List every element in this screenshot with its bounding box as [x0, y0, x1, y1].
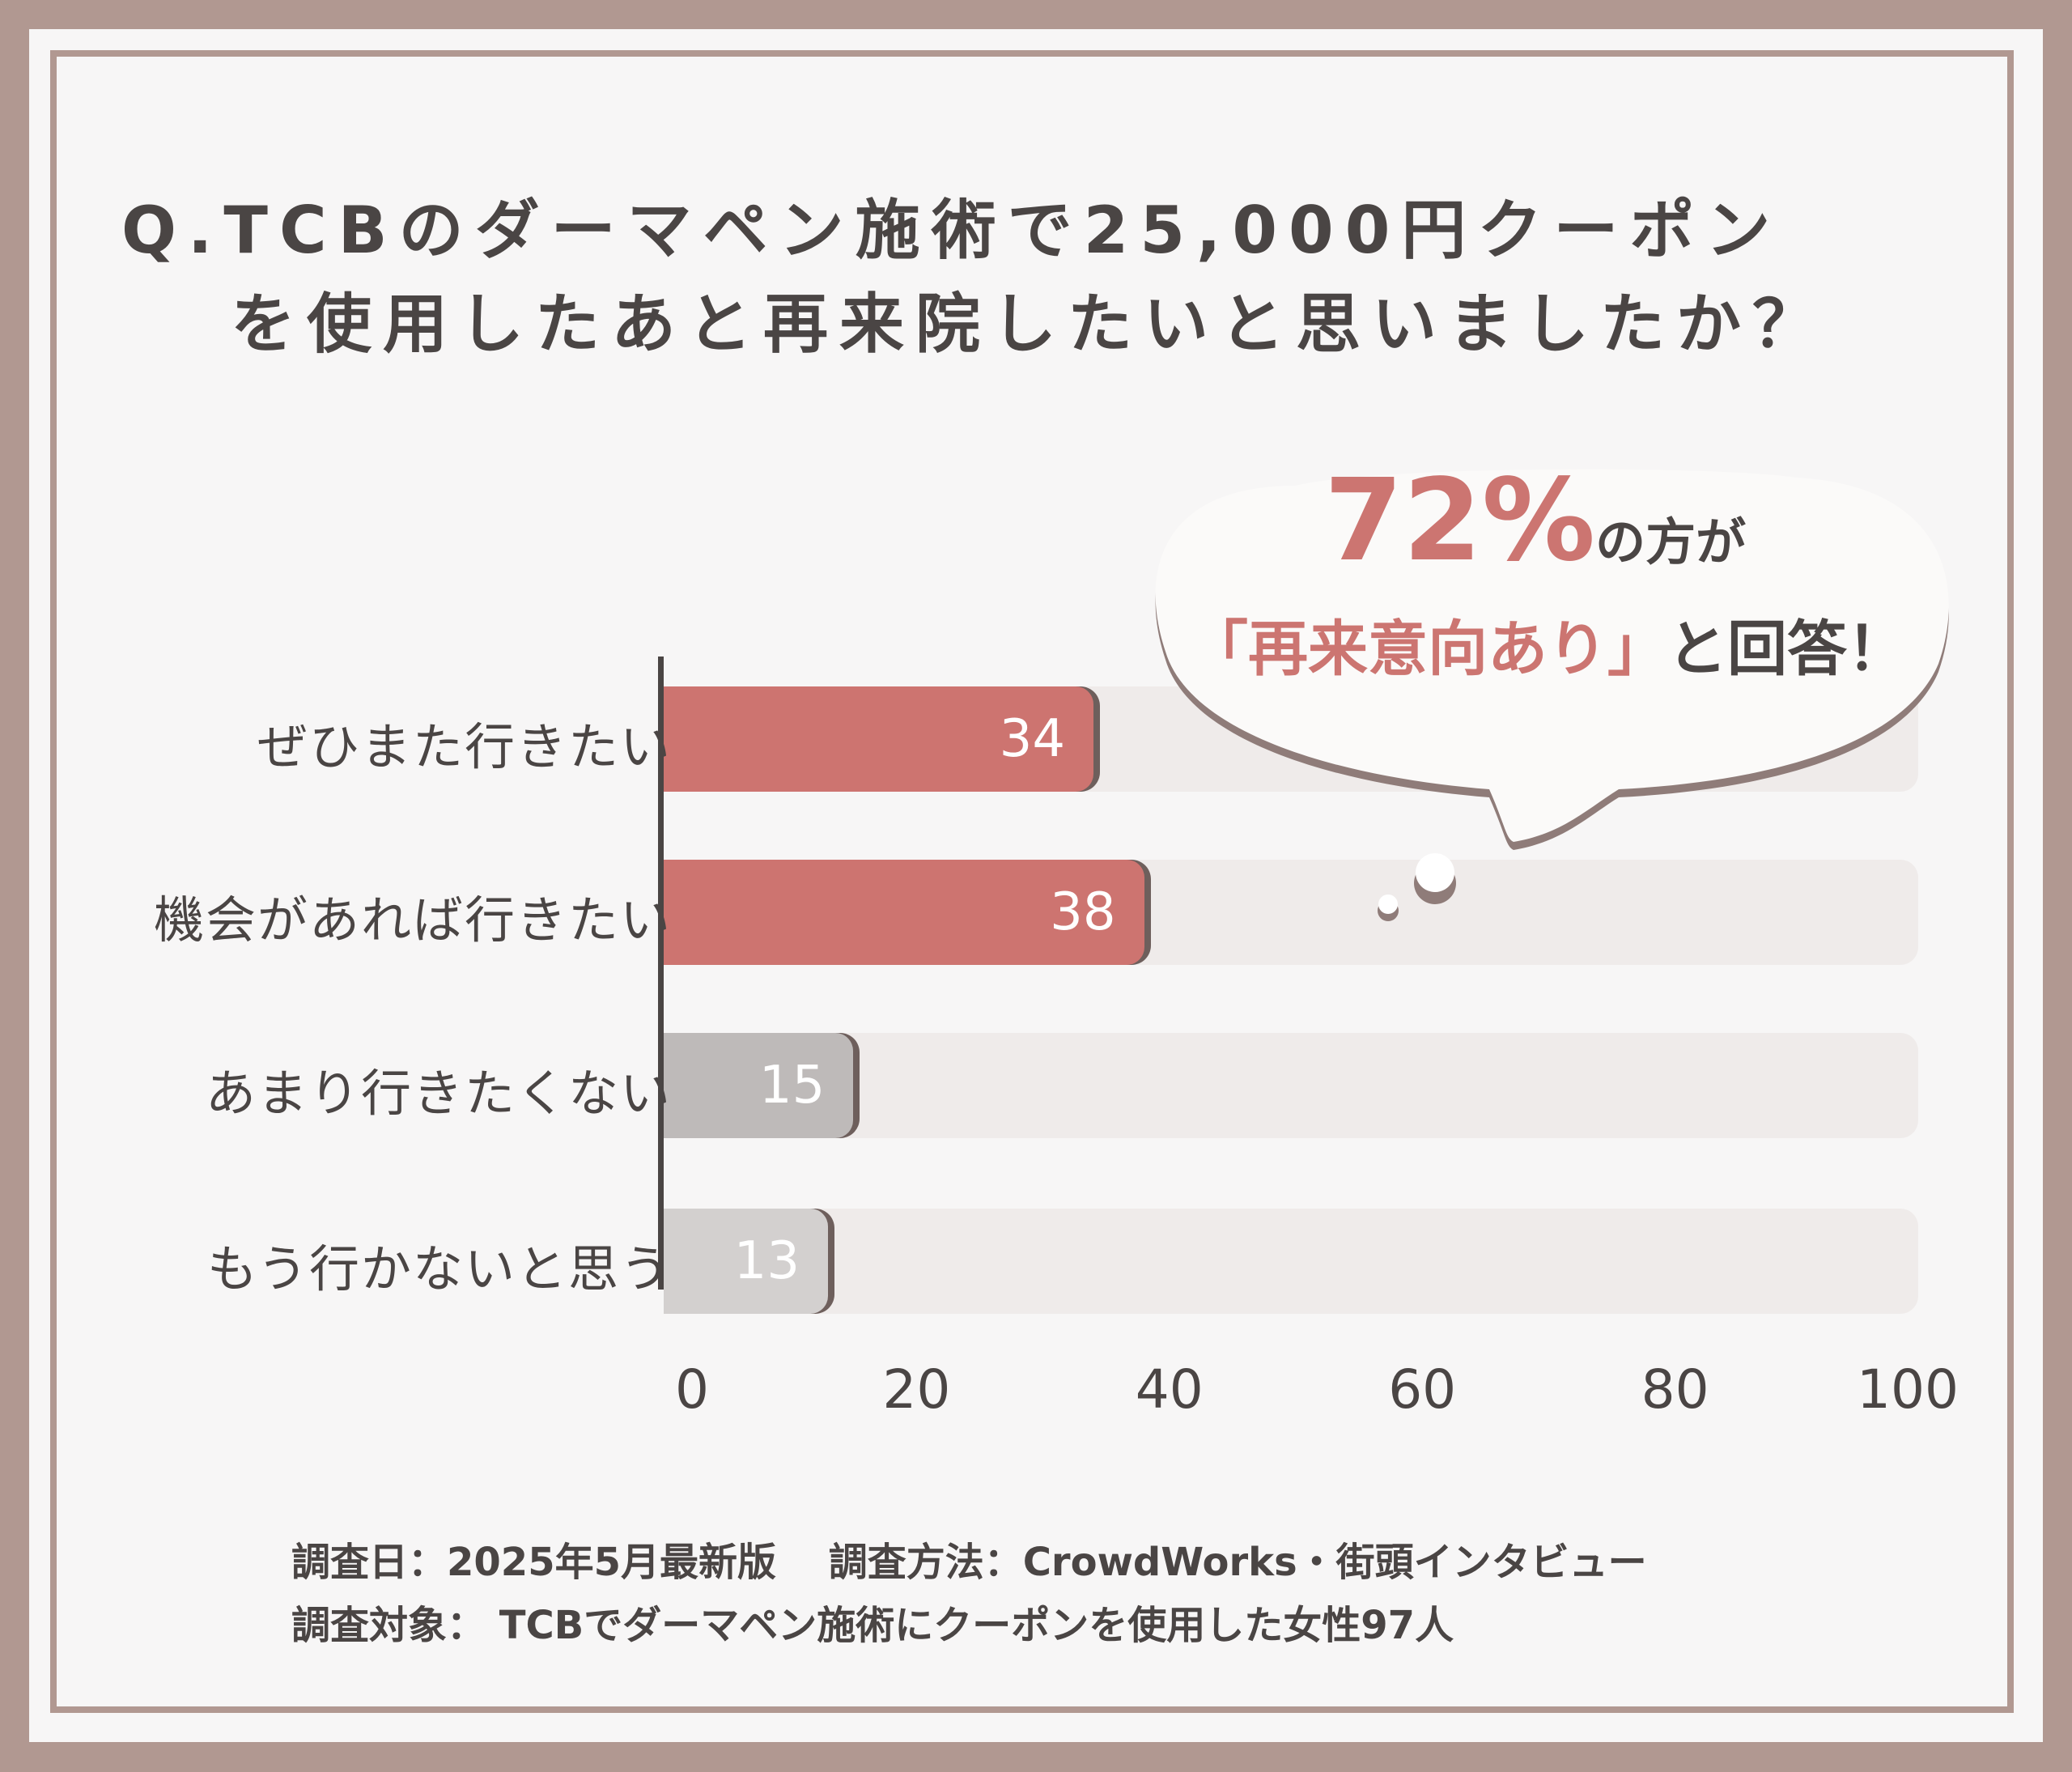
x-tick-label: 60	[1388, 1358, 1457, 1421]
callout-highlight: 「再来意向あり」	[1188, 614, 1667, 684]
thought-dot-large	[1416, 853, 1454, 892]
x-tick-label: 20	[882, 1358, 951, 1421]
bar-value-label: 38	[1050, 882, 1116, 942]
callout-line-2: 「再来意向あり」と回答！	[1188, 601, 1907, 687]
bar	[664, 1209, 829, 1314]
bar	[664, 860, 1144, 965]
x-tick-label: 40	[1135, 1358, 1204, 1421]
footnote-line-2: 調査対象： TCBでダーマペン施術にクーポンを使用した女性97人	[291, 1603, 1454, 1648]
x-tick-label: 80	[1641, 1358, 1709, 1421]
callout-line-1: 72%の方が	[1324, 455, 1746, 587]
callout-rest: と回答！	[1667, 614, 1907, 684]
category-label: ぜひまた行きたい	[257, 717, 672, 776]
question-line-1: Q.TCBのダーマペン施術で25,000円クーポン	[121, 193, 1782, 268]
bar-value-label: 13	[733, 1231, 800, 1291]
speech-bubble-body	[1155, 469, 1949, 842]
footnote-line-1: 調査日：2025年5月最新版 調査方法：CrowdWorks・街頭インタビュー	[291, 1540, 1647, 1585]
x-tick-label: 0	[675, 1358, 709, 1421]
bar	[664, 1033, 854, 1138]
x-tick-label: 100	[1857, 1358, 1959, 1421]
callout-percent: 72%	[1324, 455, 1596, 587]
thought-dot-small	[1378, 894, 1398, 914]
bar-track	[664, 1209, 1918, 1314]
inner-frame	[50, 50, 2014, 1713]
category-label: あまり行きたくない	[205, 1064, 672, 1123]
y-axis-line	[658, 657, 664, 1290]
question-line-2: を使用したあと再来院したいと思いましたか？	[231, 287, 1828, 362]
bar-value-label: 15	[758, 1056, 826, 1115]
bar	[664, 686, 1094, 792]
category-label: もう行かないと思う	[206, 1239, 672, 1298]
bar-track	[664, 1033, 1918, 1138]
bar-value-label: 34	[999, 709, 1066, 769]
category-label: 機会があれば行きたい	[153, 890, 672, 950]
callout-suffix: の方が	[1595, 512, 1747, 572]
